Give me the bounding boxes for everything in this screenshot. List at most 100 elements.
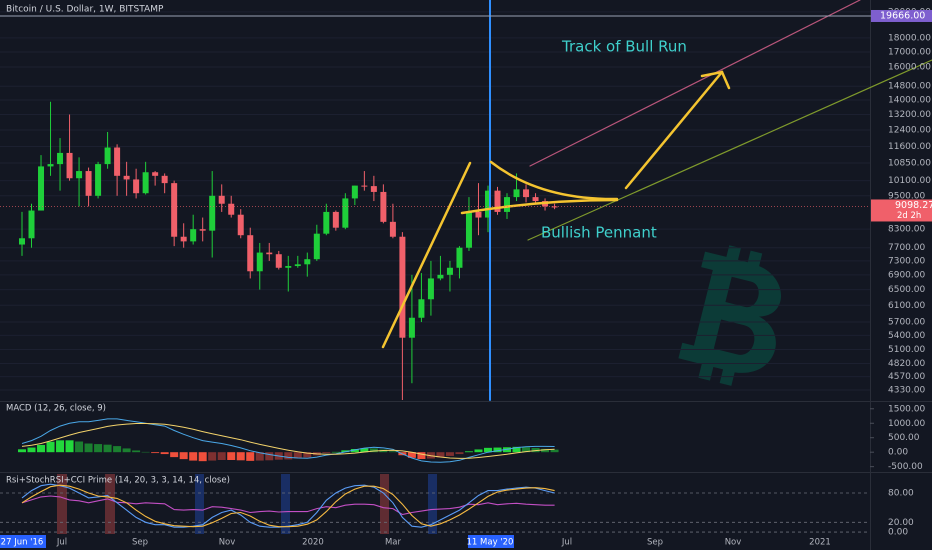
histogram-bar [208,452,217,461]
histogram-bar [369,448,378,453]
candle-body [171,183,178,237]
upper-trend-line [529,0,861,167]
candle-body [123,175,130,180]
rally-line [381,161,472,349]
alert-label: 19666.00 [880,10,925,21]
candle-body [408,317,415,338]
histogram-bar [255,452,264,461]
histogram-bar [265,452,274,461]
candle-body [532,197,539,202]
last-price-label: 9098.27 [895,200,932,211]
histogram-bar [531,447,540,453]
histogram-bar [75,441,84,453]
y-tick-label: 9500.00 [888,191,925,201]
indicator-line [21,423,555,459]
signal-column [57,474,67,534]
y-tick-label: 4570.00 [888,372,925,382]
y-tick-label: 10850.00 [888,158,931,168]
countdown-label: 2d 2h [897,211,921,221]
candle-body [370,186,377,192]
candle-body [66,152,73,179]
candle-body [38,166,45,211]
y-tick-label: 14800.00 [888,82,931,92]
time-label-highlight [0,535,46,548]
candle-body [104,147,111,165]
histogram-bar [493,447,502,453]
x-tick-label: Sep [647,538,663,548]
candle-body [275,254,282,268]
candle-body [247,235,254,272]
arrow-head [700,70,731,90]
candle-body [85,171,92,196]
candle-body [304,259,311,265]
histogram-bar [179,452,188,460]
histogram-bar [293,452,302,459]
candle-body [285,266,292,268]
y-tick-label: 7300.00 [888,256,925,266]
signal-column [380,474,389,534]
time-label-highlight [468,535,514,548]
histogram-bar [227,452,236,461]
candle-body [399,236,406,338]
x-tick-label: Jul [561,538,572,548]
histogram-bar [160,452,169,455]
signal-columns [57,474,437,534]
candle-body [180,236,187,242]
candle-body [351,185,358,199]
signal-column [281,474,290,534]
candle-body [323,211,330,234]
histogram-bar [151,452,160,454]
x-tick-label: 27 Jun '16 [1,538,44,548]
histogram-bar [474,449,483,453]
histogram-bar [56,440,65,453]
y-tick-label: 6500.00 [888,285,925,295]
candle-body [76,171,83,179]
histogram-bar [407,452,416,458]
histogram-bar [303,452,312,458]
projection-arrow [624,70,724,190]
histogram-bar [350,449,359,453]
candle-body [380,191,387,222]
x-tick-label: 2021 [809,538,831,548]
y-tick-label: 6900.00 [888,270,925,280]
signal-column [195,474,204,534]
candle-body [389,221,396,237]
pennant-lower [460,198,619,215]
candle-body [19,238,25,245]
signal-column [428,474,437,534]
candle-body [114,147,121,176]
y-tick-label: 10100.00 [888,176,931,186]
candle-body [504,197,511,212]
candle-body [47,164,54,167]
candle-body [161,175,168,184]
y-tick-label: 0.00 [888,448,908,458]
histogram-bar [417,452,426,459]
alert-tag [871,9,932,22]
histogram-bar [331,451,340,453]
candle-body [361,185,368,187]
x-tick-label: Nov [725,538,742,548]
candle-body [523,189,530,198]
candle-body [456,247,463,268]
histogram-bar [512,446,521,453]
histogram-bar [18,449,26,453]
y-tick-label: 5700.00 [888,318,925,328]
y-tick-label: -500.00 [888,462,923,472]
candle-body [332,211,339,228]
y-tick-label: 4330.00 [888,385,925,395]
histogram-bar [113,446,122,453]
histogram-bar [236,452,245,461]
indicator-title: Rsi+StochRSI+CCI Prime (14, 20, 3, 3, 14… [6,476,230,486]
y-tick-label: 8300.00 [888,225,925,235]
x-tick-label: Jul [56,538,67,548]
histogram-bar [284,452,293,460]
lower-trend-line [527,59,932,241]
histogram-bar [455,452,464,455]
indicator-line [21,484,555,528]
histogram-bar [65,440,74,453]
indicator-title: MACD (12, 26, close, 9) [6,404,106,414]
y-tick-label: 20.00 [888,518,914,528]
y-tick-label: 5400.00 [888,331,925,341]
histogram-bar [388,451,397,453]
